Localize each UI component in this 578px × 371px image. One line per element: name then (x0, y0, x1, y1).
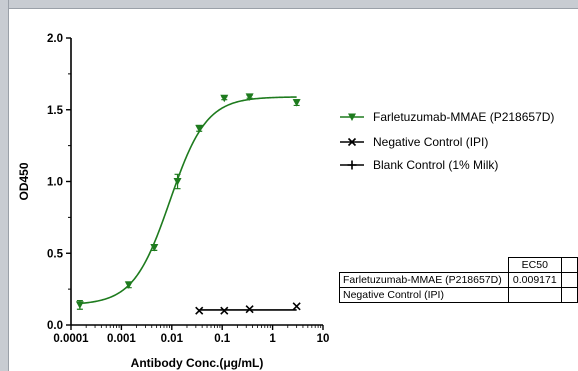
chart-legend: Farletuzumab-MMAE (P218657D) Negative Con… (340, 110, 554, 172)
data-point (124, 281, 133, 289)
x-tick-label: 0.1 (214, 333, 231, 345)
chart-axes: 0.0 0.5 1.0 1.5 2.0 0.0001 0.001 0.01 0.1 1 10 Anti… (17, 33, 329, 370)
data-point (220, 306, 229, 315)
data-point (292, 302, 301, 311)
legend-label: Farletuzumab-MMAE (P218657D) (373, 110, 554, 124)
fit-curve-farletuzumab (79, 96, 297, 305)
x-tick-label: 10 (317, 333, 330, 345)
chart-plot-area (75, 93, 301, 315)
ec50-row-value (507, 287, 562, 303)
ec50-row-value: 0.009171 (507, 272, 562, 288)
x-tick-label: 0.01 (161, 333, 184, 345)
y-tick-label: 0.5 (47, 248, 64, 260)
x-tick-label: 0.0001 (53, 333, 89, 345)
ec50-table-row: Farletuzumab-MMAE (P218657D) 0.009171 (339, 272, 578, 288)
ec50-table-header: EC50 (339, 257, 578, 273)
x-tick-label: 0.001 (107, 333, 136, 345)
data-point (150, 244, 159, 252)
y-tick-label: 2.0 (47, 33, 63, 45)
ec50-table-row: Negative Control (IPI) (339, 287, 578, 303)
data-point (347, 137, 357, 147)
y-tick-label: 0.0 (47, 320, 63, 332)
data-point (173, 178, 182, 186)
ec50-row-extra (560, 287, 578, 303)
data-point (195, 124, 204, 133)
x-axis-title: Antibody Conc.(μg/mL) (131, 356, 264, 370)
y-tick-label: 1.0 (47, 177, 63, 189)
x-tick-label: 1 (269, 333, 276, 345)
data-point (245, 93, 254, 101)
data-point (75, 301, 84, 309)
legend-label: Negative Control (IPI) (373, 135, 488, 149)
ec50-header-blank (339, 257, 509, 273)
ec50-row-name: Farletuzumab-MMAE (P218657D) (339, 272, 509, 288)
data-point (347, 160, 357, 170)
ec50-row-extra (560, 272, 578, 288)
window-top-border (0, 0, 578, 9)
ec50-table: EC50 Farletuzumab-MMAE (P218657D) 0.0091… (339, 257, 578, 303)
window-left-border (0, 0, 9, 371)
data-point (195, 306, 204, 315)
ec50-header-extra (560, 257, 578, 273)
data-point (348, 113, 356, 121)
data-point (220, 94, 229, 103)
legend-label: Blank Control (1% Milk) (373, 158, 498, 172)
ec50-row-name: Negative Control (IPI) (339, 287, 509, 303)
y-tick-label: 1.5 (47, 105, 64, 117)
ec50-header: EC50 (507, 257, 562, 273)
data-point (292, 99, 301, 107)
data-point (245, 305, 254, 314)
y-axis-title: OD450 (17, 162, 31, 200)
